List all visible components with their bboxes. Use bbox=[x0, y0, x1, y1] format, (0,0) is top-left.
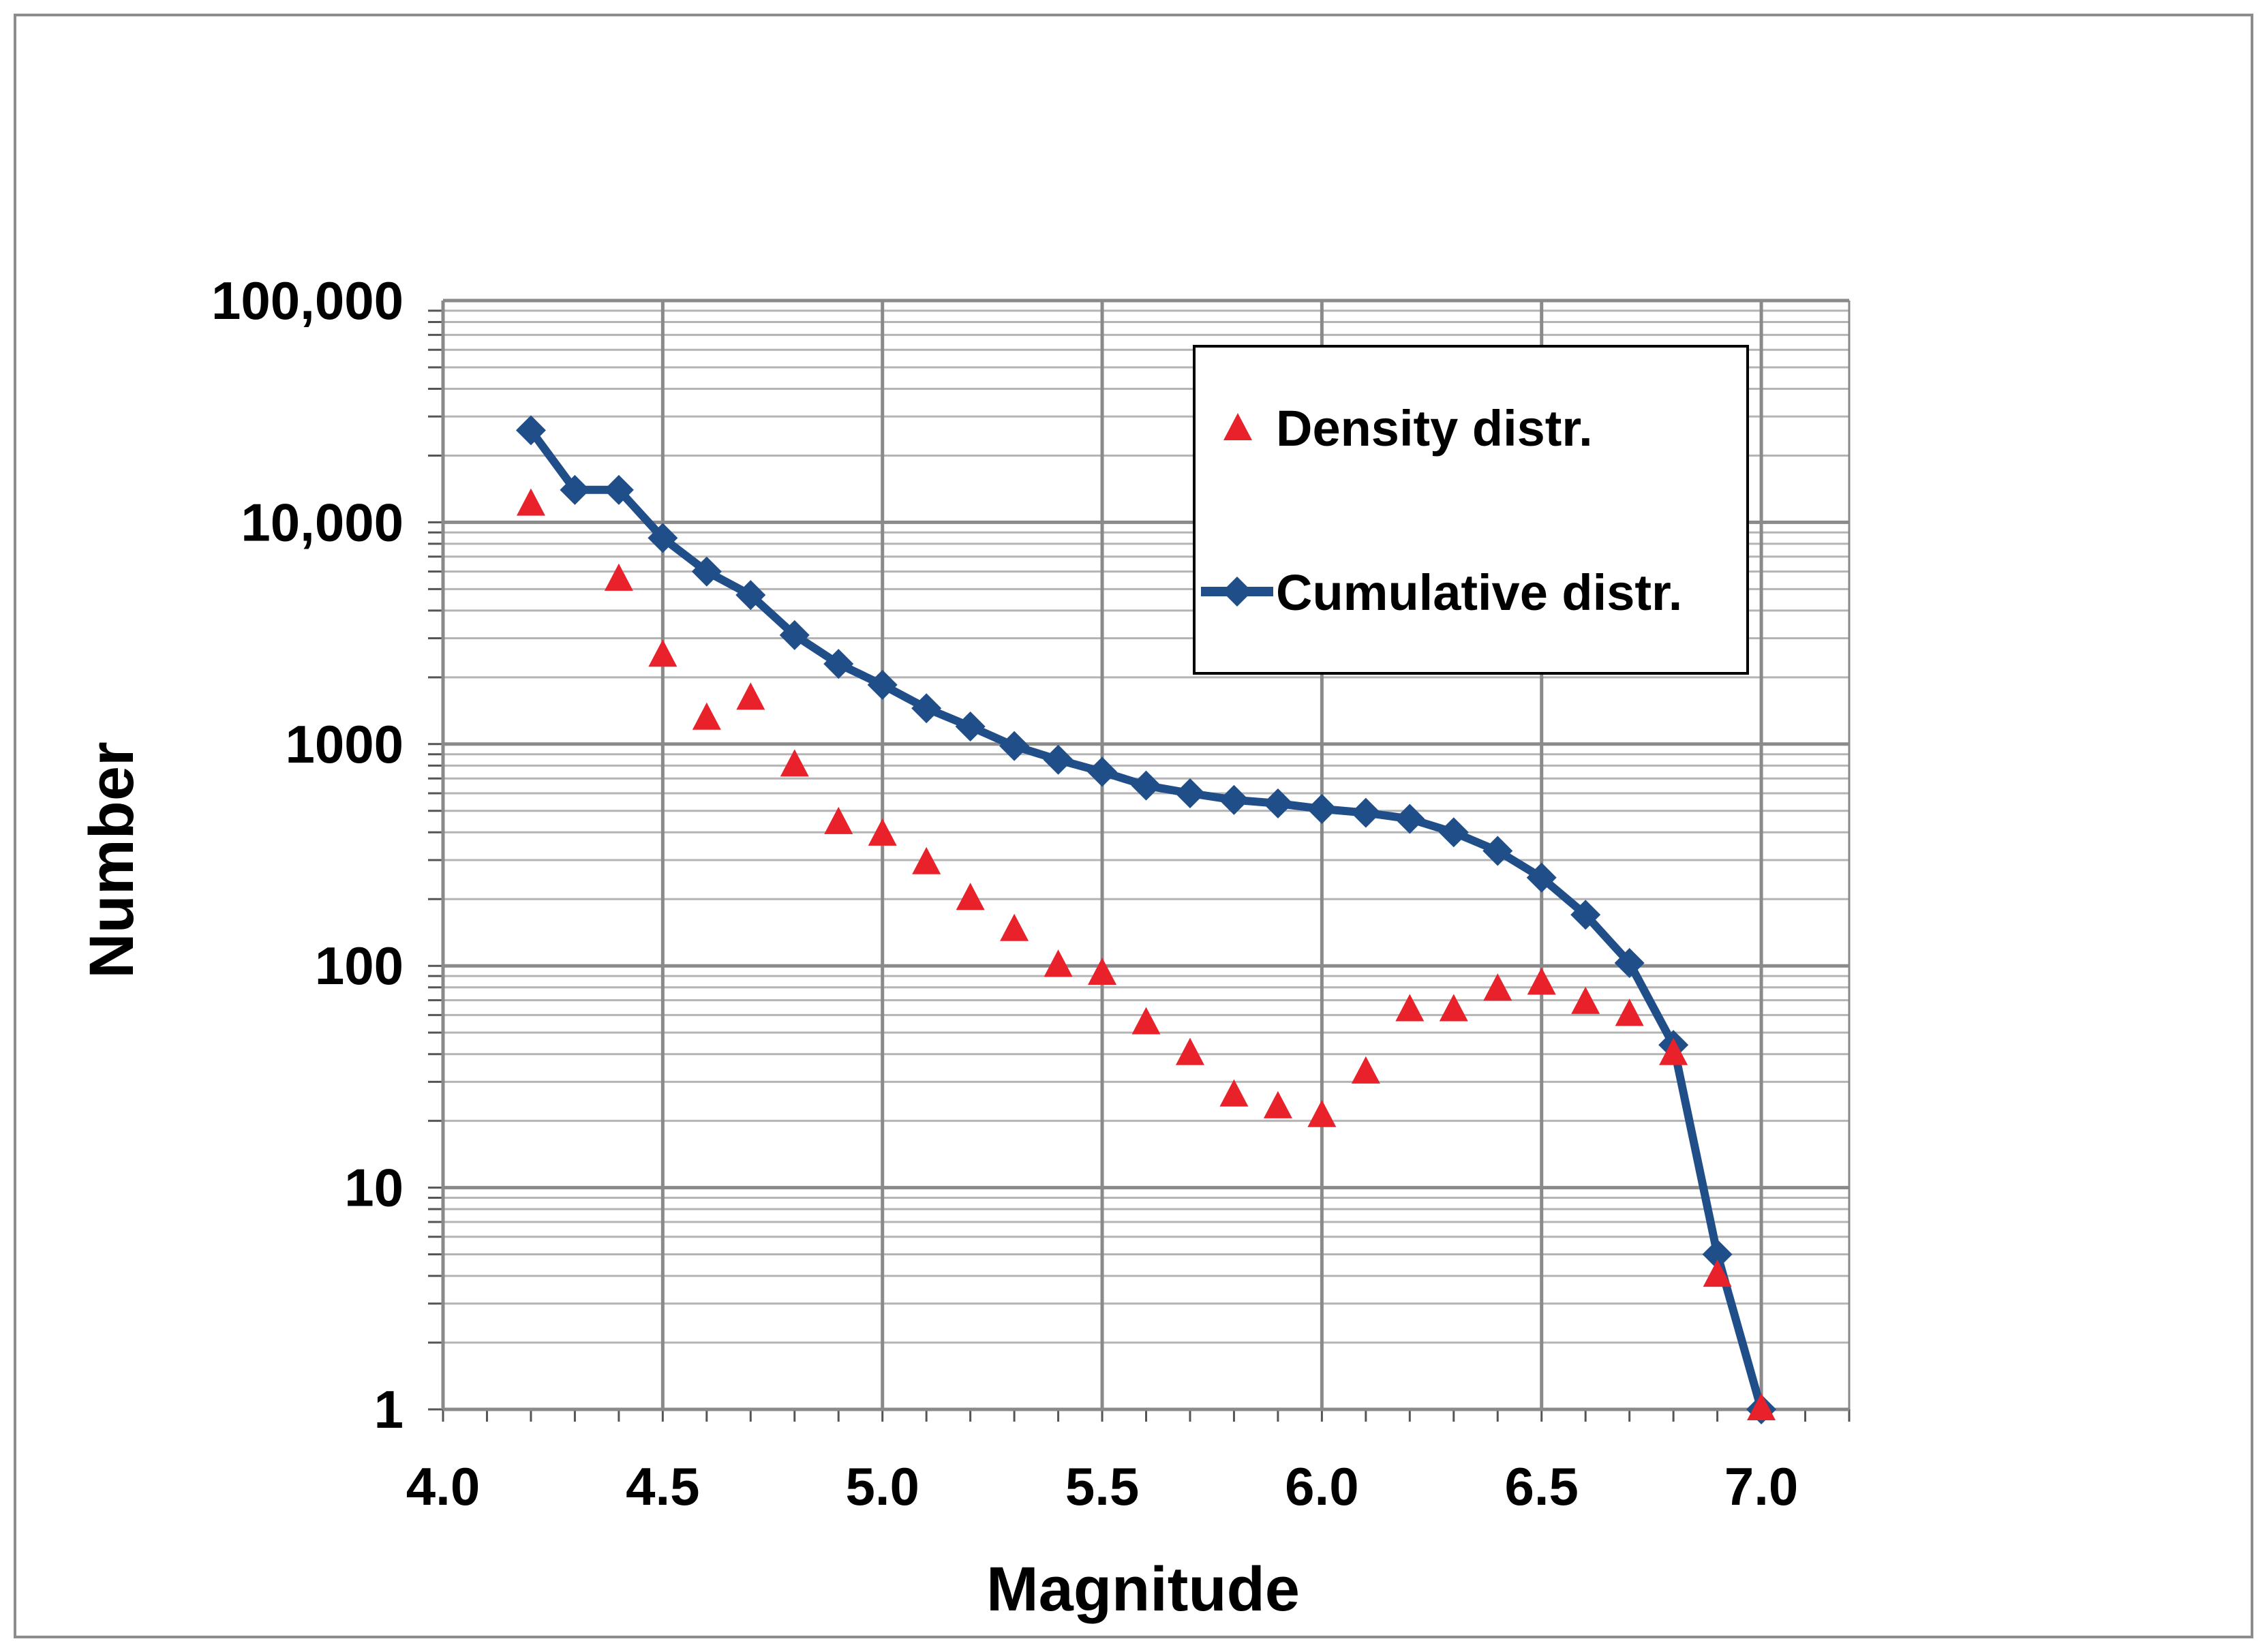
density-distr-point bbox=[1219, 1079, 1249, 1107]
cumulative-distr-point bbox=[1131, 770, 1161, 801]
cumulative-distr-point bbox=[867, 669, 898, 700]
density-distr-point bbox=[1703, 1259, 1732, 1287]
cumulative-distr-point bbox=[603, 474, 634, 505]
cumulative-distr-point bbox=[560, 474, 590, 505]
cumulative-distr-point bbox=[1219, 784, 1249, 815]
x-axis-title: Magnitude bbox=[986, 1555, 1300, 1624]
y-tick-label: 10,000 bbox=[241, 492, 404, 552]
cumulative-distr-point bbox=[1702, 1239, 1733, 1270]
cumulative-distr-point bbox=[1174, 778, 1205, 808]
density-distr-point bbox=[1044, 949, 1073, 977]
density-distr-point bbox=[1088, 957, 1117, 985]
data-series bbox=[515, 415, 1777, 1424]
legend: Density distr. Cumulative distr. bbox=[1193, 345, 1749, 675]
cumulative-distr-point bbox=[1395, 804, 1425, 834]
y-tick-label: 1 bbox=[374, 1379, 404, 1439]
density-distr-point bbox=[868, 818, 897, 846]
x-tick-label: 6.0 bbox=[1285, 1456, 1358, 1516]
density-distr-point bbox=[956, 883, 985, 911]
density-distr-point bbox=[1263, 1090, 1292, 1118]
density-distr-point bbox=[1000, 913, 1029, 941]
density-distr-point bbox=[1483, 973, 1512, 1001]
cumulative-distr-point bbox=[1350, 797, 1381, 828]
cumulative-distr-point bbox=[779, 620, 810, 650]
density-distr-point bbox=[824, 806, 853, 834]
density-distr-point bbox=[1131, 1007, 1161, 1035]
y-tick-label: 100,000 bbox=[211, 271, 404, 331]
cumulative-distr-point bbox=[515, 415, 546, 446]
density-distr-point bbox=[780, 749, 809, 777]
cumulative-distr-point bbox=[1087, 756, 1118, 787]
cumulative-distr-point bbox=[1262, 788, 1293, 819]
cumulative-distr-point bbox=[955, 712, 986, 742]
density-distr-point bbox=[1351, 1056, 1380, 1084]
density-distr-point bbox=[1307, 1099, 1337, 1127]
density-distr-point bbox=[1571, 986, 1600, 1014]
density-distr-point bbox=[516, 488, 545, 516]
cumulative-distr-point bbox=[735, 580, 766, 611]
y-tick-label: 100 bbox=[315, 936, 404, 996]
cumulative-distr-point bbox=[1438, 817, 1469, 848]
legend-cumulative-marker bbox=[1222, 577, 1252, 607]
density-distr-point bbox=[1175, 1037, 1204, 1065]
cumulative-distr-point bbox=[648, 523, 678, 553]
density-distr-point bbox=[692, 702, 721, 730]
legend-box bbox=[1193, 345, 1749, 675]
cumulative-distr-point bbox=[1570, 900, 1601, 930]
legend-cumulative-label: Cumulative distr. bbox=[1276, 564, 1682, 621]
x-tick-label: 6.5 bbox=[1505, 1456, 1579, 1516]
x-tick-label: 5.5 bbox=[1065, 1456, 1139, 1516]
cumulative-distr-point bbox=[1043, 744, 1074, 775]
cumulative-distr-point bbox=[999, 731, 1030, 761]
cumulative-distr-point bbox=[1482, 836, 1513, 866]
density-distr-point bbox=[604, 563, 633, 591]
x-tick-label: 5.0 bbox=[845, 1456, 919, 1516]
y-tick-label: 1000 bbox=[285, 714, 404, 774]
x-tick-label: 7.0 bbox=[1724, 1456, 1798, 1516]
legend-density-label: Density distr. bbox=[1276, 400, 1593, 457]
chart-frame bbox=[14, 14, 2253, 1638]
cumulative-distr-point bbox=[1526, 862, 1557, 893]
x-tick-label: 4.5 bbox=[626, 1456, 699, 1516]
density-distr-point bbox=[736, 682, 765, 710]
density-distr-point bbox=[1439, 994, 1468, 1022]
density-distr-point bbox=[912, 846, 941, 874]
cumulative-distr-point bbox=[1614, 948, 1645, 979]
cumulative-distr-point bbox=[823, 649, 854, 679]
density-distr-point bbox=[1615, 998, 1644, 1026]
cumulative-distr-point bbox=[1307, 793, 1337, 824]
y-axis-title: Number bbox=[77, 741, 147, 979]
axes: 1 10 100 1000 10,000 100,000 4.0 4.5 5.0 5.5 6.0 6.… bbox=[211, 271, 1851, 1516]
cumulative-distr-point bbox=[911, 693, 942, 724]
density-distr-point bbox=[1395, 994, 1425, 1022]
legend-density-marker bbox=[1223, 413, 1252, 440]
y-tick-label: 10 bbox=[344, 1158, 404, 1218]
density-distr-point bbox=[1747, 1393, 1776, 1420]
density-distr-point bbox=[1527, 967, 1556, 995]
density-distr-point bbox=[1659, 1037, 1688, 1065]
cumulative-distr-point bbox=[691, 556, 722, 587]
x-tick-label: 4.0 bbox=[406, 1456, 480, 1516]
density-distr-point bbox=[648, 639, 678, 667]
